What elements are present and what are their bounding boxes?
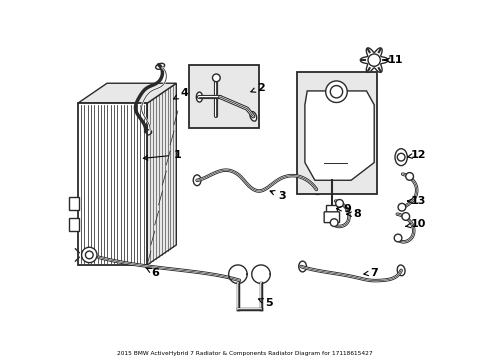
Ellipse shape bbox=[249, 112, 256, 121]
Circle shape bbox=[335, 199, 343, 207]
Text: 13: 13 bbox=[407, 196, 426, 206]
Bar bbox=[68, 197, 79, 210]
Ellipse shape bbox=[142, 130, 151, 135]
Bar bbox=[189, 65, 258, 128]
Ellipse shape bbox=[311, 184, 320, 194]
Ellipse shape bbox=[155, 63, 164, 69]
Text: 12: 12 bbox=[407, 150, 426, 160]
Circle shape bbox=[401, 213, 409, 220]
Circle shape bbox=[396, 153, 404, 161]
Text: 7: 7 bbox=[363, 267, 377, 278]
Ellipse shape bbox=[394, 149, 407, 166]
Bar bbox=[78, 103, 147, 265]
Text: 8: 8 bbox=[346, 209, 361, 219]
Circle shape bbox=[405, 172, 413, 180]
Text: 6: 6 bbox=[145, 267, 159, 278]
Ellipse shape bbox=[396, 265, 404, 276]
Bar bbox=[68, 219, 79, 231]
Circle shape bbox=[329, 219, 337, 226]
Text: 10: 10 bbox=[405, 219, 426, 229]
Ellipse shape bbox=[298, 261, 306, 272]
Circle shape bbox=[212, 74, 220, 82]
Text: 2015 BMW ActiveHybrid 7 Radiator & Components Radiator Diagram for 17118615427: 2015 BMW ActiveHybrid 7 Radiator & Compo… bbox=[117, 351, 371, 356]
Text: 5: 5 bbox=[258, 298, 272, 309]
Circle shape bbox=[397, 203, 405, 211]
Ellipse shape bbox=[193, 175, 201, 186]
Circle shape bbox=[85, 251, 93, 259]
Polygon shape bbox=[305, 91, 373, 180]
Bar bbox=[326, 205, 337, 213]
Circle shape bbox=[393, 234, 401, 242]
Ellipse shape bbox=[196, 92, 202, 102]
Circle shape bbox=[325, 81, 346, 103]
Text: 4: 4 bbox=[173, 88, 188, 99]
Text: 3: 3 bbox=[269, 190, 285, 201]
Circle shape bbox=[367, 54, 380, 66]
Text: 2: 2 bbox=[250, 83, 264, 93]
Polygon shape bbox=[78, 83, 176, 103]
Polygon shape bbox=[360, 48, 387, 72]
Bar bbox=[297, 72, 376, 194]
Polygon shape bbox=[147, 83, 176, 265]
Text: 1: 1 bbox=[143, 150, 182, 160]
Circle shape bbox=[81, 247, 97, 263]
FancyBboxPatch shape bbox=[324, 212, 339, 222]
Text: 9: 9 bbox=[336, 204, 350, 214]
Text: 11: 11 bbox=[384, 55, 402, 65]
Circle shape bbox=[329, 86, 342, 98]
